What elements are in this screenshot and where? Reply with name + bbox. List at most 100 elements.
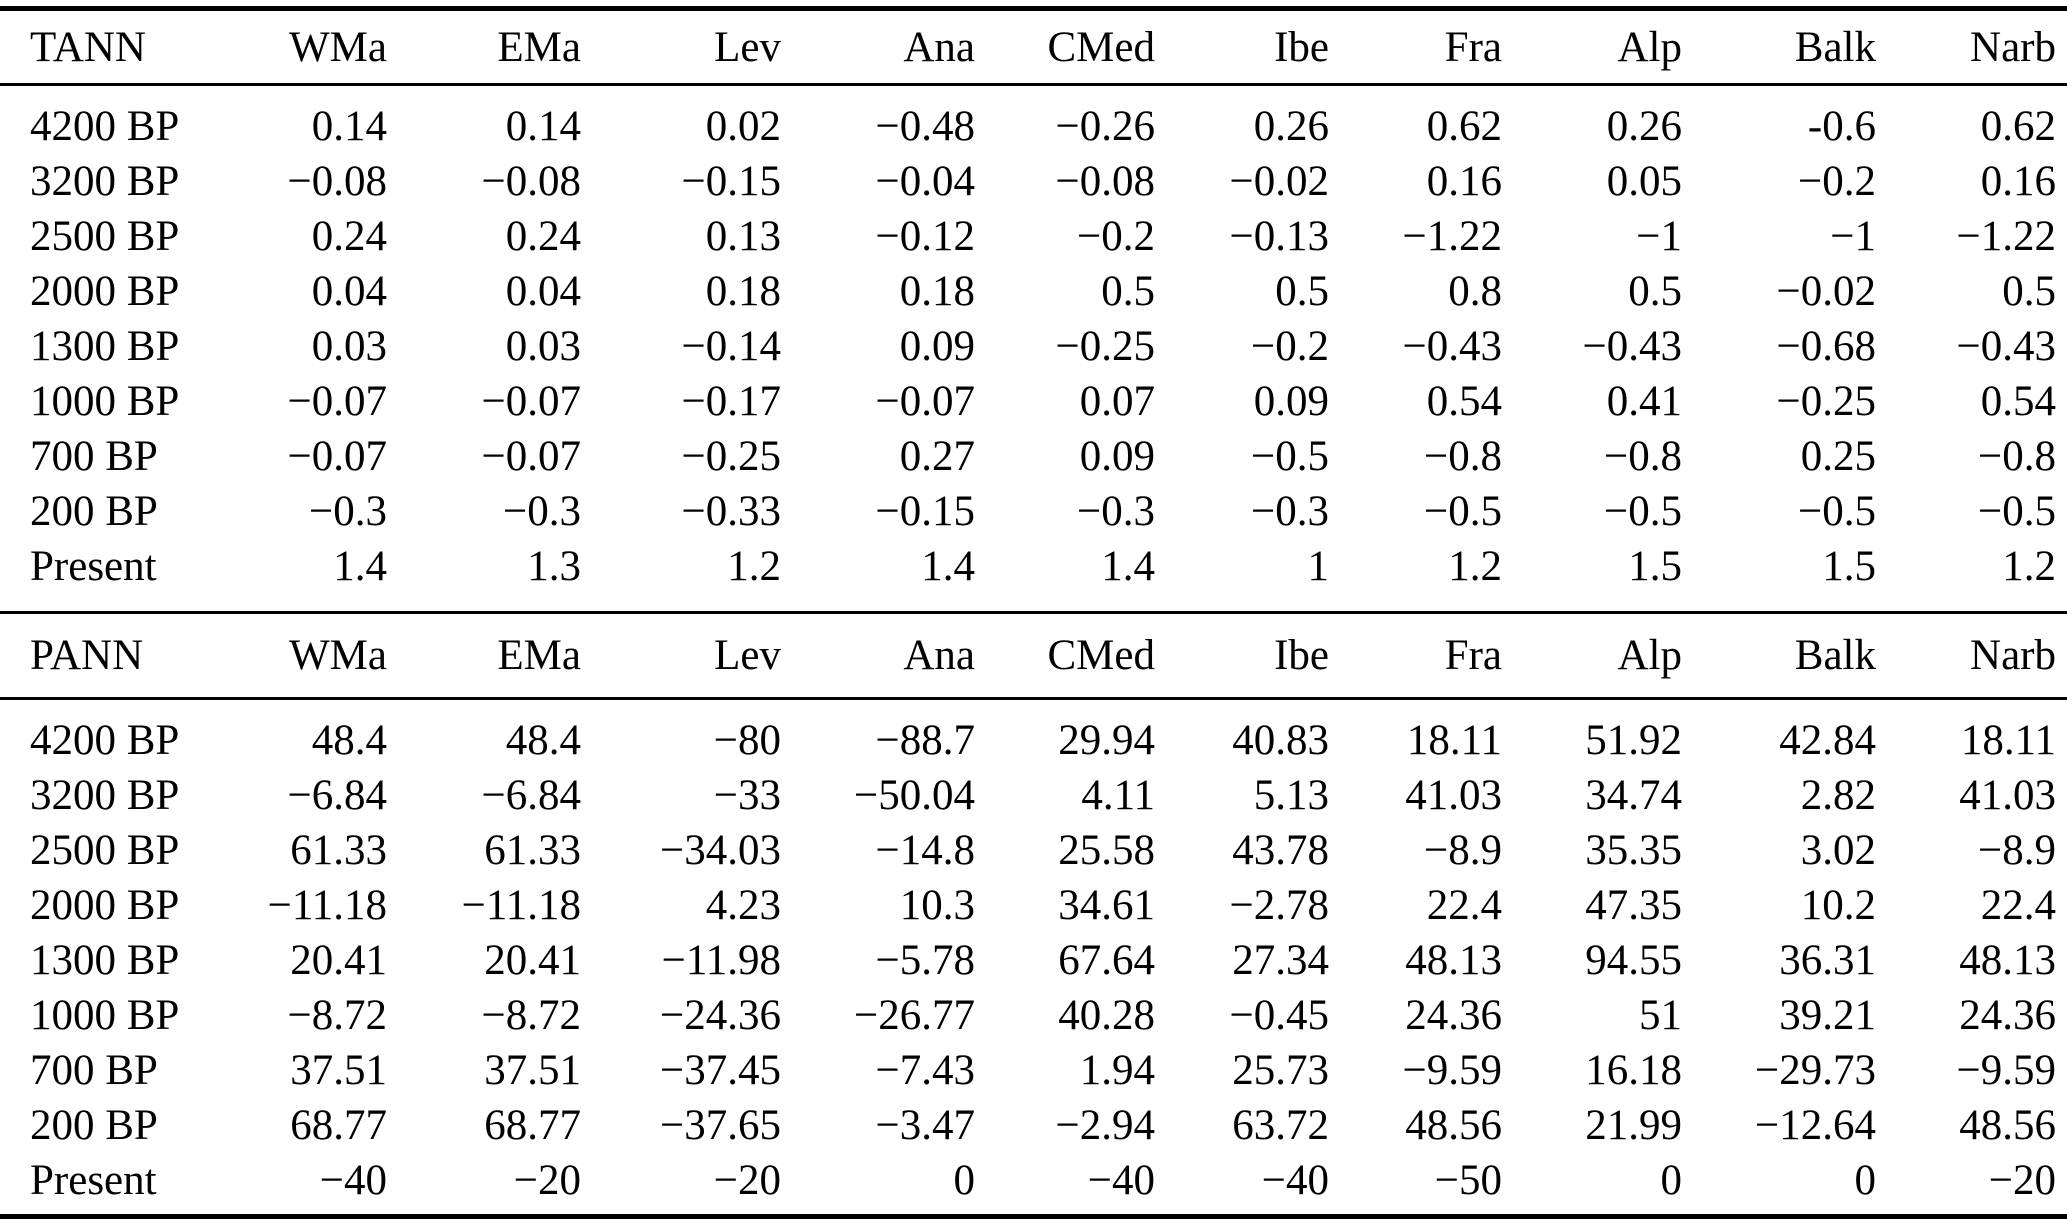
value-cell: 51: [1639, 992, 1682, 1039]
value-cell: 27.34: [1232, 937, 1329, 984]
value-cell: −37.65: [659, 1102, 781, 1149]
row-label: 2500 BP: [30, 827, 180, 874]
value-cell: −0.2: [1076, 213, 1155, 260]
value-cell: 0: [1660, 1157, 1683, 1204]
value-cell: 0.24: [505, 213, 581, 260]
value-cell: −11.98: [661, 937, 781, 984]
value-cell: −0.15: [875, 488, 975, 535]
top-rule: [0, 6, 2067, 11]
table-row: 2000 BP 0.04 0.04 0.18 0.18 0.5 0.5 0.8 0.5 −0.02…: [30, 264, 2056, 319]
value-cell: 43.78: [1232, 827, 1329, 874]
value-cell: 0.18: [705, 268, 781, 315]
value-cell: 1.5: [1628, 543, 1682, 590]
value-cell: −37.45: [659, 1047, 781, 1094]
value-cell: 40.28: [1058, 992, 1155, 1039]
column-header-balk: Balk: [1794, 632, 1876, 679]
value-cell: 18.11: [1960, 717, 2056, 764]
column-header-ema: EMa: [497, 23, 581, 71]
table-row: 1300 BP 20.41 20.41 −11.98 −5.78 67.64 27.34 48…: [30, 933, 2056, 988]
value-cell: −8.9: [1423, 827, 1502, 874]
value-cell: 48.4: [505, 717, 581, 764]
table-row: Present −40 −20 −20 0 −40 −40 −50 0 0 −20: [30, 1153, 2056, 1208]
value-cell: 0.5: [1275, 268, 1329, 315]
value-cell: 0.54: [1426, 378, 1502, 425]
value-cell: −40: [1261, 1157, 1329, 1204]
value-cell: −8.72: [287, 992, 387, 1039]
value-cell: −0.3: [308, 488, 387, 535]
value-cell: 0.26: [1253, 103, 1329, 150]
value-cell: 41.03: [1959, 772, 2056, 819]
value-cell: 1.4: [333, 543, 387, 590]
value-cell: −0.02: [1229, 158, 1329, 205]
value-cell: 29.94: [1058, 717, 1155, 764]
value-cell: −0.08: [1055, 158, 1155, 205]
tann-data-table: 4200 BP 0.14 0.14 0.02 −0.48 −0.26 0.26 0.62 0.2…: [30, 99, 2056, 594]
value-cell: 10.2: [1800, 882, 1876, 929]
value-cell: 34.61: [1058, 882, 1155, 929]
row-label: 4200 BP: [30, 717, 180, 764]
table-row: 4200 BP 0.14 0.14 0.02 −0.48 −0.26 0.26 0.62 0.2…: [30, 99, 2056, 154]
table-row: 1300 BP 0.03 0.03 −0.14 0.09 −0.25 −0.2 −0.43 −0…: [30, 319, 2056, 374]
value-cell: 1.2: [727, 543, 781, 590]
value-cell: −20: [1988, 1157, 2056, 1204]
value-cell: 25.73: [1232, 1047, 1329, 1094]
value-cell: 0.07: [1079, 378, 1155, 425]
value-cell: 0.18: [899, 268, 975, 315]
column-header-alp: Alp: [1617, 23, 1683, 71]
column-header-lev: Lev: [714, 632, 781, 679]
value-cell: −0.43: [1956, 323, 2056, 370]
value-cell: −40: [1087, 1157, 1155, 1204]
value-cell: 0.03: [311, 323, 387, 370]
value-cell: 0.04: [505, 268, 581, 315]
value-cell: −0.5: [1603, 488, 1682, 535]
value-cell: −2.78: [1229, 882, 1329, 929]
value-cell: −0.07: [875, 378, 975, 425]
column-header-pann: PANN: [30, 632, 144, 679]
value-cell: 1.4: [921, 543, 975, 590]
table-row: Present 1.4 1.3 1.2 1.4 1.4 1 1.2 1.5 1.5 1.2: [30, 539, 2056, 594]
value-cell: −1.22: [1956, 213, 2056, 260]
table-row: 2000 BP −11.18 −11.18 4.23 10.3 34.61 −2.78 22.…: [30, 878, 2056, 933]
value-cell: −0.12: [875, 213, 975, 260]
value-cell: 0.26: [1606, 103, 1682, 150]
value-cell: 24.36: [1405, 992, 1502, 1039]
column-header-ibe: Ibe: [1274, 632, 1329, 679]
value-cell: 10.3: [899, 882, 975, 929]
value-cell: 0.16: [1426, 158, 1502, 205]
value-cell: −0.25: [1776, 378, 1876, 425]
value-cell: 68.77: [290, 1102, 387, 1149]
value-cell: −0.5: [1423, 488, 1502, 535]
row-label: 1000 BP: [30, 378, 180, 425]
table-row: 1000 BP −0.07 −0.07 −0.17 −0.07 0.07 0.09 0.54 0…: [30, 374, 2056, 429]
value-cell: −0.3: [502, 488, 581, 535]
column-header-cmed: CMed: [1047, 632, 1156, 679]
value-cell: −0.43: [1402, 323, 1502, 370]
value-cell: −0.17: [681, 378, 781, 425]
value-cell: −5.78: [875, 937, 975, 984]
value-cell: 41.03: [1405, 772, 1502, 819]
column-header-fra: Fra: [1444, 23, 1502, 71]
value-cell: −24.36: [659, 992, 781, 1039]
value-cell: −0.25: [681, 433, 781, 480]
value-cell: −0.8: [1603, 433, 1682, 480]
value-cell: −0.5: [1250, 433, 1329, 480]
value-cell: 0.5: [2002, 268, 2056, 315]
value-cell: 0.14: [505, 103, 581, 150]
value-cell: 34.74: [1585, 772, 1682, 819]
value-cell: −7.43: [875, 1047, 975, 1094]
column-header-narb: Narb: [1970, 632, 2056, 679]
value-cell: 48.4: [311, 717, 387, 764]
row-label: 1000 BP: [30, 992, 180, 1039]
value-cell: 0.09: [1079, 433, 1155, 480]
header-row: TANN WMa EMa Lev Ana CMed Ibe Fra Alp Ba…: [30, 11, 2056, 83]
value-cell: 0: [1854, 1157, 1877, 1204]
column-header-wma: WMa: [289, 632, 387, 679]
row-label: 700 BP: [30, 433, 158, 480]
value-cell: −0.2: [1797, 158, 1876, 205]
value-cell: 37.51: [290, 1047, 387, 1094]
value-cell: 63.72: [1232, 1102, 1329, 1149]
value-cell: 0.5: [1101, 268, 1155, 315]
row-label: 200 BP: [30, 1102, 158, 1149]
value-cell: −20: [513, 1157, 581, 1204]
value-cell: −1: [1830, 213, 1876, 260]
